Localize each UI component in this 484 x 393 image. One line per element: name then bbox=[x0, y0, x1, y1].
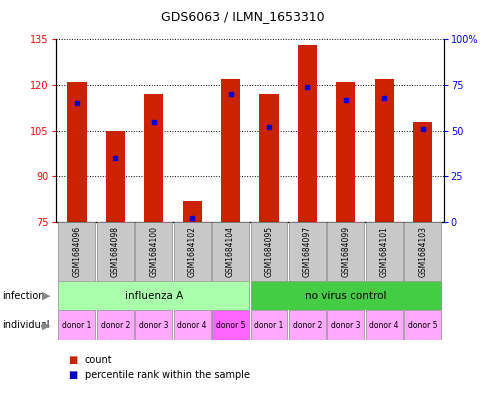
Bar bbox=[212, 222, 248, 281]
Bar bbox=[144, 94, 163, 222]
Bar bbox=[250, 222, 287, 281]
Text: infection: infection bbox=[2, 290, 45, 301]
Bar bbox=[250, 310, 287, 340]
Bar bbox=[327, 222, 363, 281]
Bar bbox=[297, 45, 317, 222]
Bar bbox=[374, 79, 393, 222]
Bar bbox=[259, 94, 278, 222]
Bar bbox=[97, 310, 134, 340]
Text: ▶: ▶ bbox=[42, 290, 51, 301]
Bar bbox=[250, 281, 440, 310]
Bar bbox=[412, 121, 431, 222]
Text: GSM1684096: GSM1684096 bbox=[72, 226, 81, 277]
Bar bbox=[327, 310, 363, 340]
Bar bbox=[97, 222, 134, 281]
Text: count: count bbox=[85, 355, 112, 365]
Bar bbox=[173, 310, 210, 340]
Bar bbox=[173, 222, 210, 281]
Bar bbox=[67, 82, 86, 222]
Bar bbox=[59, 281, 248, 310]
Text: donor 5: donor 5 bbox=[407, 321, 437, 330]
Text: donor 4: donor 4 bbox=[369, 321, 398, 330]
Bar bbox=[106, 130, 125, 222]
Bar bbox=[288, 222, 325, 281]
Text: GSM1684101: GSM1684101 bbox=[379, 226, 388, 277]
Text: GSM1684098: GSM1684098 bbox=[110, 226, 120, 277]
Text: GSM1684095: GSM1684095 bbox=[264, 226, 273, 277]
Text: donor 2: donor 2 bbox=[100, 321, 130, 330]
Text: ■: ■ bbox=[68, 369, 77, 380]
Text: donor 5: donor 5 bbox=[215, 321, 245, 330]
Bar bbox=[365, 310, 402, 340]
Bar bbox=[135, 222, 172, 281]
Bar bbox=[365, 222, 402, 281]
Text: percentile rank within the sample: percentile rank within the sample bbox=[85, 369, 249, 380]
Bar bbox=[59, 222, 95, 281]
Text: donor 1: donor 1 bbox=[254, 321, 283, 330]
Text: GSM1684102: GSM1684102 bbox=[187, 226, 196, 277]
Text: ▶: ▶ bbox=[42, 320, 51, 331]
Text: individual: individual bbox=[2, 320, 50, 331]
Bar bbox=[403, 222, 440, 281]
Text: donor 1: donor 1 bbox=[62, 321, 91, 330]
Text: donor 3: donor 3 bbox=[331, 321, 360, 330]
Bar bbox=[335, 82, 355, 222]
Bar bbox=[288, 310, 325, 340]
Text: donor 4: donor 4 bbox=[177, 321, 207, 330]
Text: GSM1684099: GSM1684099 bbox=[341, 226, 349, 277]
Bar bbox=[135, 310, 172, 340]
Text: GSM1684103: GSM1684103 bbox=[417, 226, 426, 277]
Text: GSM1684104: GSM1684104 bbox=[226, 226, 235, 277]
Text: donor 3: donor 3 bbox=[139, 321, 168, 330]
Bar bbox=[403, 310, 440, 340]
Text: GDS6063 / ILMN_1653310: GDS6063 / ILMN_1653310 bbox=[160, 10, 324, 23]
Text: GSM1684100: GSM1684100 bbox=[149, 226, 158, 277]
Bar bbox=[59, 310, 95, 340]
Text: ■: ■ bbox=[68, 355, 77, 365]
Text: influenza A: influenza A bbox=[124, 291, 182, 301]
Text: GSM1684097: GSM1684097 bbox=[302, 226, 311, 277]
Bar bbox=[221, 79, 240, 222]
Bar bbox=[212, 310, 248, 340]
Text: donor 2: donor 2 bbox=[292, 321, 321, 330]
Bar bbox=[182, 201, 201, 222]
Text: no virus control: no virus control bbox=[304, 291, 386, 301]
